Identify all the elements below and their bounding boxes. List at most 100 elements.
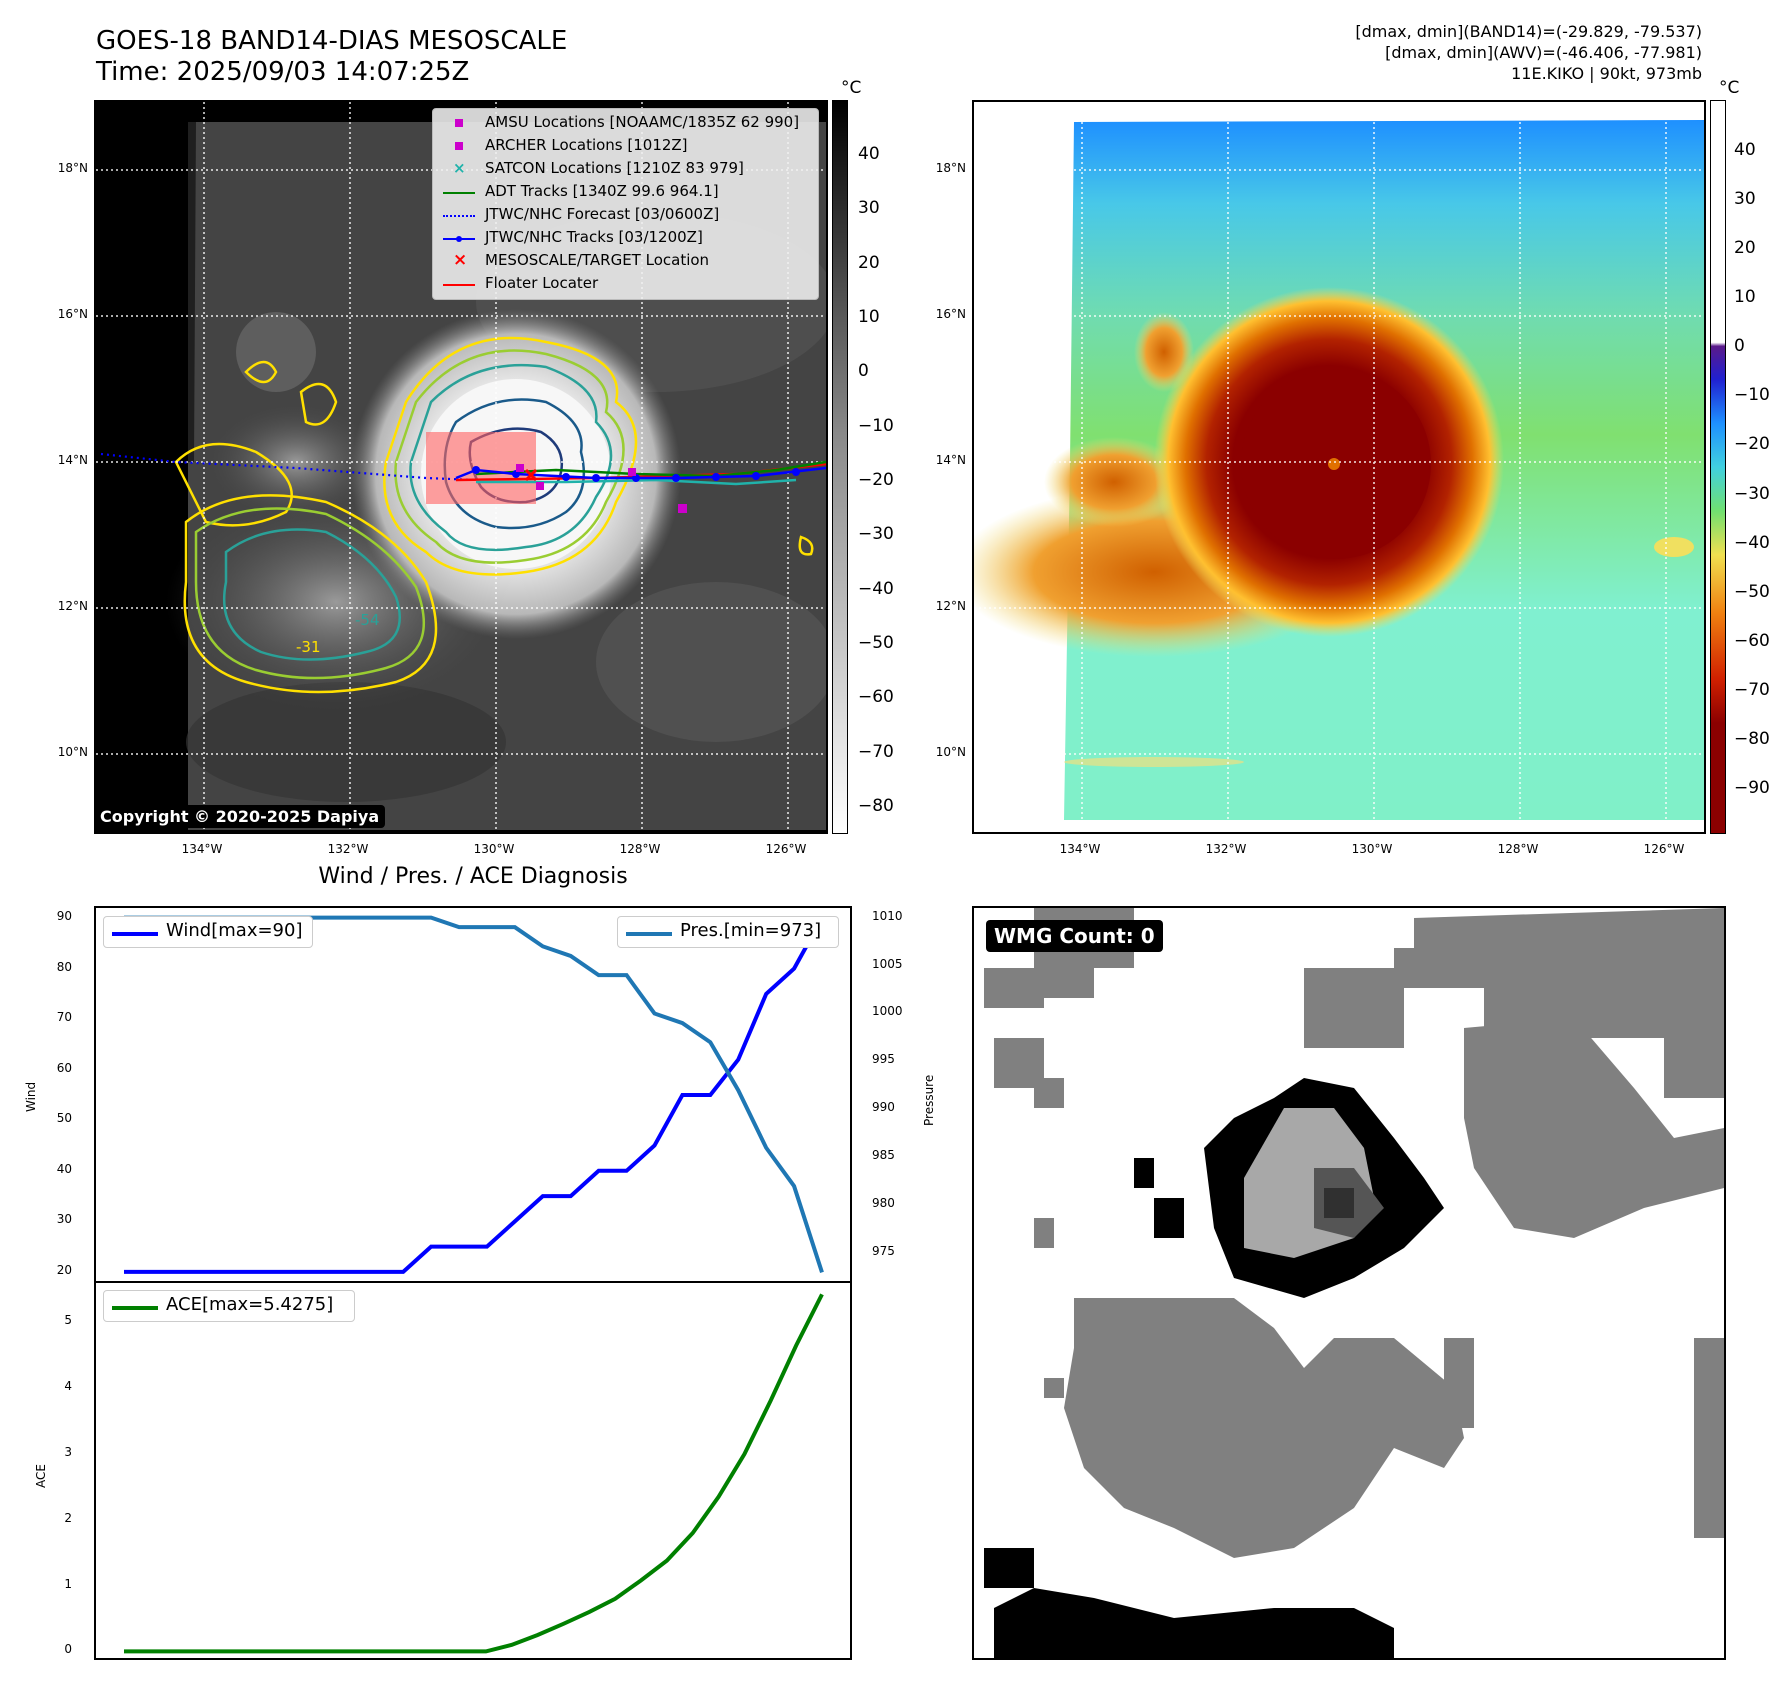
wind-series-line [124,917,824,1274]
lon-tick-label: 134°W [1059,842,1101,856]
pres-ylabel: Pressure [922,1074,936,1126]
wind-legend: Wind[max=90] [103,916,313,948]
wind-tick-label: 20 [56,1262,72,1277]
lon-tick-label: 132°W [1205,842,1247,856]
lat-tick-label: 18°N [935,161,966,175]
ace-legend: ACE[max=5.4275] [103,1290,355,1322]
awv-colorbar-tick: 0 [1734,336,1745,357]
pres-tick-label: 1005 [872,956,903,971]
pres-tick-label: 990 [872,1100,895,1115]
awv-colorbar-tick: −50 [1734,581,1770,602]
steelblue-line-icon [626,932,672,936]
pres-tick-label: 975 [872,1244,895,1259]
ace-tick-label: 4 [64,1379,72,1394]
wmg-panel: WMG Count: 0 [972,906,1726,1660]
lat-tick-label: 14°N [935,453,966,467]
awv-colorbar-tick: −20 [1734,434,1770,455]
dotted-line-icon [443,215,475,217]
jtwc-forecast-track [100,452,477,482]
lat-tick-label: 12°N [935,599,966,613]
awv-colorbar-unit: °C [1719,78,1740,98]
wmg-count-badge: WMG Count: 0 [986,920,1163,952]
ir-colorbar-tick: 40 [858,144,880,164]
dmax-band14-info: [dmax, dmin](BAND14)=(-29.829, -79.537) [1355,22,1702,41]
ir-colorbar-tick: −10 [858,415,894,436]
awv-colorbar-tick: 20 [1734,238,1756,259]
contour-label-31: -31 [296,638,321,656]
ir-colorbar-tick: 0 [858,361,869,382]
ir-colorbar-tick: 30 [858,198,880,219]
ace-tick-label: 5 [64,1313,72,1328]
copyright-badge: Copyright © 2020-2025 Dapiya [94,805,386,828]
awv-colorbar-tick: 30 [1734,189,1756,210]
ir-colorbar-tick: 10 [858,307,880,327]
line-marker-icon [443,284,475,286]
ace-ylabel: ACE [34,1464,48,1488]
lat-tick-label: 10°N [57,745,88,759]
lon-tick-label: 132°W [327,842,369,856]
wind-pres-lines [124,915,824,1274]
ir-colorbar-tick: −40 [858,578,894,599]
lon-tick-label: 126°W [765,842,807,856]
ir-colorbar-tick: −60 [858,687,894,708]
lon-tick-label: 130°W [1351,842,1393,856]
lon-tick-label: 128°W [619,842,661,856]
lon-tick-label: 128°W [1497,842,1539,856]
lon-tick-label: 134°W [181,842,223,856]
awv-colorbar-tick: −60 [1734,630,1770,651]
dmax-awv-info: [dmax, dmin](AWV)=(-46.406, -77.981) [1385,43,1702,62]
wind-tick-label: 60 [56,1060,72,1075]
ace-tick-label: 2 [64,1510,72,1525]
pres-tick-label: 1000 [872,1004,903,1019]
awv-map-panel [972,100,1706,834]
awv-map-image [974,102,1704,832]
ir-colorbar [832,100,848,834]
ir-colorbar-tick: −30 [858,524,894,545]
figure-title: GOES-18 BAND14-DIAS MESOSCALE [96,26,568,56]
figure-time: Time: 2025/09/03 14:07:25Z [96,57,470,87]
awv-colorbar-tick: 40 [1734,140,1756,160]
wind-ylabel: Wind [24,1081,38,1112]
pres-tick-label: 1010 [872,908,903,923]
awv-colorbar-tick: 10 [1734,287,1756,308]
awv-colorbar-tick: −30 [1734,483,1770,504]
ir-colorbar-tick: −70 [858,741,894,762]
diagnosis-title: Wind / Pres. / ACE Diagnosis [318,864,628,889]
pres-tick-label: 985 [872,1148,895,1163]
ir-legend: AMSU Locations [NOAAMC/1835Z 62 990] ARC… [432,108,819,300]
awv-colorbar-tick: −10 [1734,385,1770,406]
lat-tick-label: 12°N [57,599,88,613]
ace-tick-label: 3 [64,1445,72,1460]
ir-colorbar-tick: 20 [858,252,880,273]
pres-tick-label: 980 [872,1196,895,1211]
ir-colorbar-unit: °C [841,78,862,98]
ir-colorbar-tick: −80 [858,796,894,816]
awv-colorbar-tick: −90 [1734,778,1770,798]
wind-tick-label: 80 [56,959,72,974]
awv-colorbar-tick: −80 [1734,728,1770,749]
lon-tick-label: 130°W [473,842,515,856]
wind-tick-label: 90 [56,909,72,924]
wind-tick-label: 70 [56,1010,72,1025]
ir-colorbar-tick: −50 [858,633,894,653]
wmg-image [984,908,1724,1658]
blue-line-icon [112,932,158,936]
storm-info: 11E.KIKO | 90kt, 973mb [1511,64,1702,83]
lat-tick-label: 16°N [57,307,88,321]
wind-tick-label: 40 [56,1161,72,1176]
pres-legend: Pres.[min=973] [617,916,839,948]
awv-colorbar [1710,100,1726,834]
lat-tick-label: 18°N [57,161,88,175]
ace-tick-label: 1 [64,1576,72,1591]
ace-plot [94,1281,852,1660]
ir-colorbar-tick: −20 [858,470,894,490]
ace-series-line [124,1293,824,1654]
wind-tick-label: 30 [56,1212,72,1227]
ace-tick-label: 0 [64,1642,72,1657]
lon-tick-label: 126°W [1643,842,1685,856]
lat-tick-label: 10°N [935,745,966,759]
awv-colorbar-tick: −70 [1734,679,1770,700]
wind-tick-label: 50 [56,1111,72,1126]
wind-pres-plot [94,906,852,1284]
line-dot-icon [443,236,475,242]
